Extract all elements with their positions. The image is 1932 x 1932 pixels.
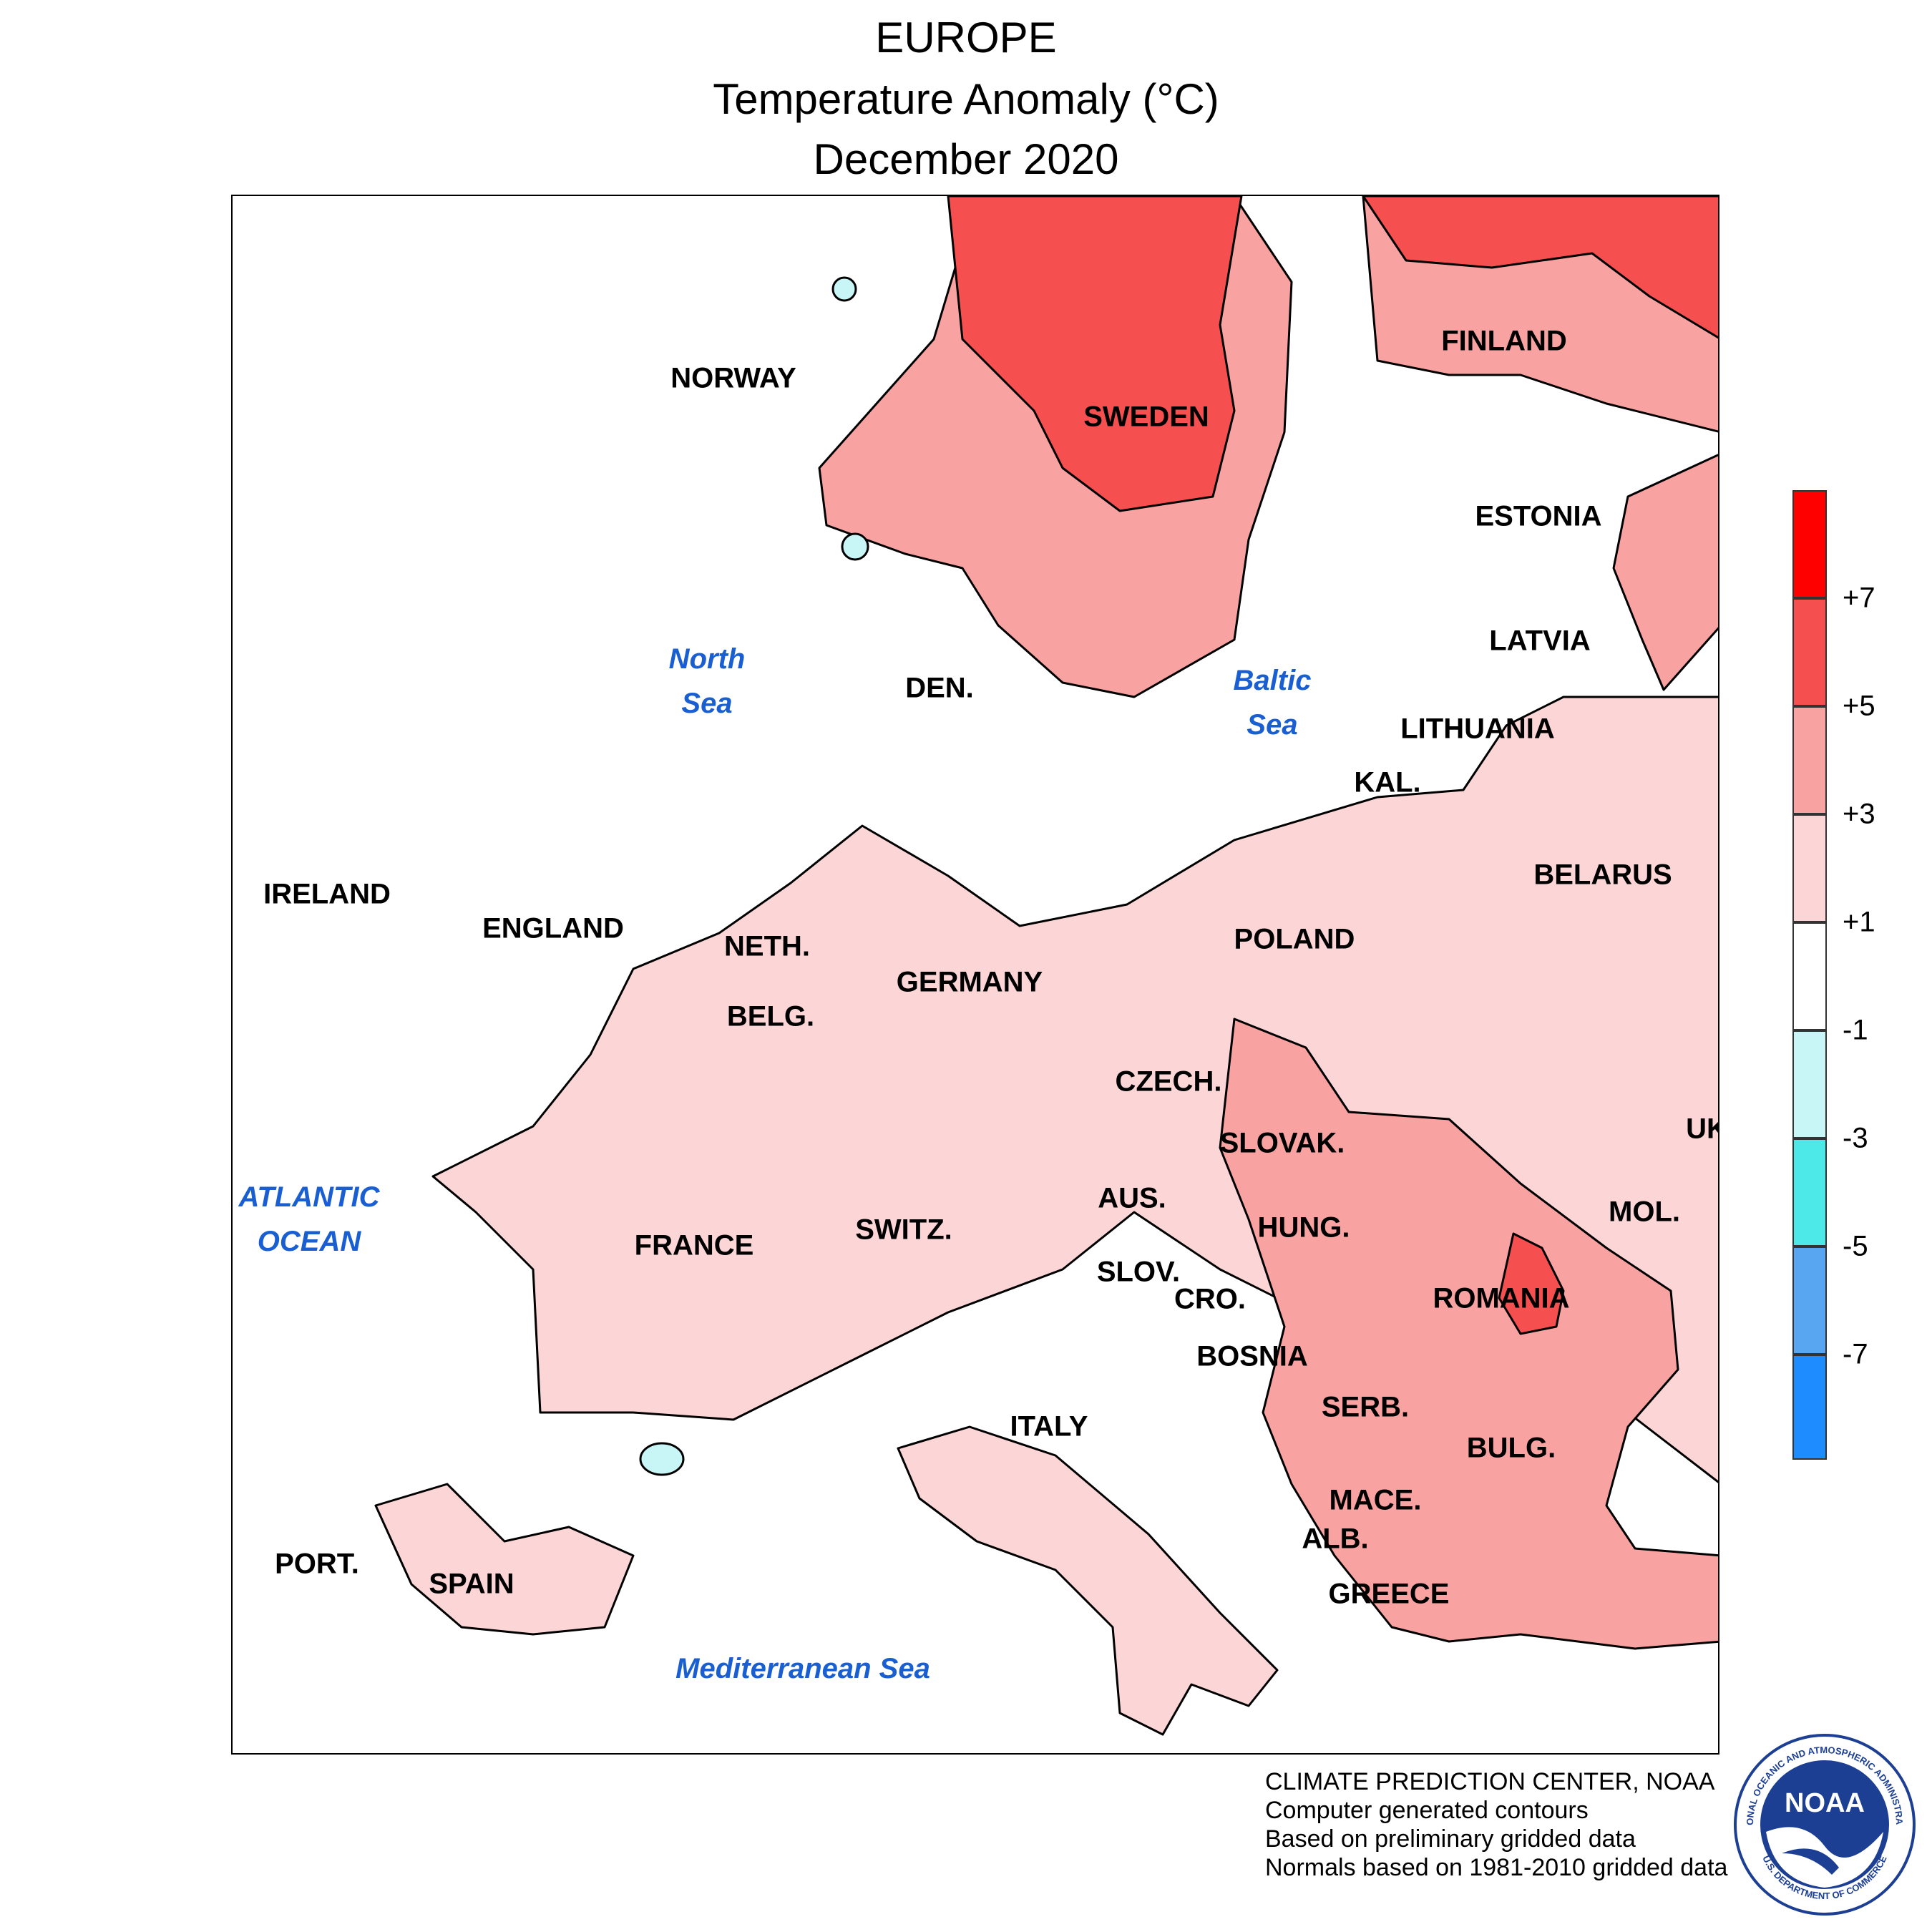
color-legend [1792,490,1830,1460]
legend-swatch-neg5-neg7 [1792,1246,1827,1355]
legend-swatch-neg3-neg5 [1792,1138,1827,1246]
label-kaliningrad: KAL. [1354,766,1421,799]
label-slovenia: SLOV. [1096,1256,1181,1288]
map-variable-title: Temperature Anomaly (°C) [713,75,1219,123]
label-latvia: LATVIA [1489,625,1591,657]
legend-swatch-below-neg7 [1792,1355,1827,1460]
label-greece: GREECE [1328,1578,1450,1610]
credit-line-1: CLIMATE PREDICTION CENTER, NOAA [1265,1768,1715,1795]
label-denmark: DEN. [905,672,974,704]
anomaly-spot-cold-norway-north [831,276,857,302]
svg-text:NOAA: NOAA [1785,1788,1865,1818]
credit-line-2: Computer generated contours [1265,1797,1589,1824]
label-lithuania: LITHUANIA [1400,713,1555,745]
label-macedonia: MACE. [1329,1484,1422,1516]
legend-swatch-neg1-neg3 [1792,1030,1827,1138]
label-spain: SPAIN [429,1568,514,1600]
label-finland: FINLAND [1441,325,1567,357]
label-england: ENGLAND [482,912,624,945]
anomaly-region-sweden-core [947,196,1243,512]
anomaly-map-canvas [374,196,1718,1736]
legend-tick-minus3: -3 [1843,1122,1868,1154]
label-belgium: BELG. [726,1000,815,1033]
label-ukraine: UK [1686,1113,1718,1145]
label-switzerland: SWITZ. [855,1214,952,1246]
label-croatia: CRO. [1174,1283,1246,1315]
anomaly-region-spain [374,1483,635,1636]
anomaly-spot-cold-norway-south [841,532,869,561]
credit-line-3: Based on preliminary gridded data [1265,1825,1636,1853]
credit-line-4: Normals based on 1981-2010 gridded data [1265,1854,1728,1881]
credits-footer: CLIMATE PREDICTION CENTER, NOAA Computer… [1265,1767,1727,1882]
label-bulgaria: BULG. [1466,1432,1556,1464]
label-north-sea: North Sea [668,643,746,719]
legend-tick-plus5: +5 [1843,690,1875,722]
label-germany: GERMANY [896,966,1043,998]
label-norway: NORWAY [670,362,796,394]
anomaly-region-italy [897,1425,1279,1736]
label-slovakia: SLOVAK. [1219,1127,1345,1159]
anomaly-region-balkans [1219,1018,1718,1650]
anomaly-map: NORWAY SWEDEN FINLAND ESTONIA LATVIA LIT… [231,195,1719,1755]
legend-swatch-above-7 [1792,490,1827,598]
anomaly-region-baltic-east [1612,454,1718,691]
label-czech: CZECH. [1115,1065,1222,1098]
noaa-logo: NATIONAL OCEANIC AND ATMOSPHERIC ADMINIS… [1732,1732,1916,1916]
label-atlantic-ocean: ATLANTIC OCEAN [238,1181,380,1257]
label-moldova: MOL. [1609,1196,1680,1228]
label-sweden: SWEDEN [1083,401,1209,433]
label-belarus: BELARUS [1533,859,1672,891]
label-austria: AUS. [1098,1182,1166,1214]
label-ireland: IRELAND [263,878,391,910]
label-albania: ALB. [1302,1523,1369,1555]
legend-tick-plus3: +3 [1843,798,1875,830]
label-netherlands: NETH. [724,930,810,962]
legend-swatch-3-5 [1792,706,1827,814]
anomaly-spot-cold-pyrenees [639,1442,685,1476]
label-poland: POLAND [1234,923,1355,955]
label-estonia: ESTONIA [1475,500,1602,532]
legend-tick-minus5: -5 [1843,1230,1868,1262]
legend-tick-plus7: +7 [1843,582,1875,614]
label-france: FRANCE [634,1229,754,1262]
label-portugal: PORT. [275,1548,359,1580]
legend-tick-plus1: +1 [1843,906,1875,938]
legend-tick-minus1: -1 [1843,1014,1868,1046]
label-italy: ITALY [1010,1410,1088,1443]
label-mediterranean-sea: Mediterranean Sea [675,1653,930,1684]
label-bosnia: BOSNIA [1196,1340,1308,1372]
label-romania: ROMANIA [1433,1282,1570,1314]
anomaly-region-finland-core [1362,196,1718,339]
legend-swatch-neutral [1792,922,1827,1030]
legend-tick-minus7: -7 [1843,1338,1868,1370]
anomaly-region-romania-core [1498,1232,1565,1335]
legend-swatch-1-3 [1792,814,1827,922]
label-hungary: HUNG. [1257,1211,1350,1244]
label-baltic-sea: Baltic Sea [1233,665,1312,741]
map-period-title: December 2020 [813,135,1119,183]
map-region-title: EUROPE [875,14,1057,62]
label-serbia: SERB. [1321,1391,1410,1423]
legend-swatch-5-7 [1792,598,1827,706]
